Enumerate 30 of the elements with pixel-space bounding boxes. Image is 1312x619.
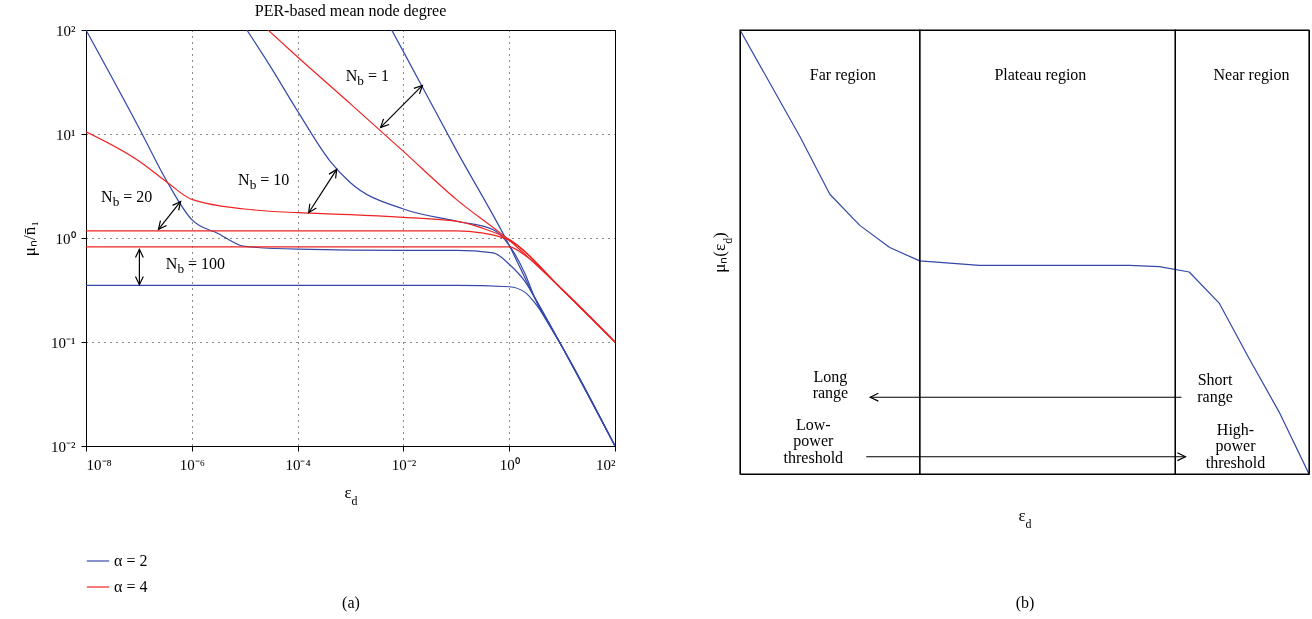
y-tick-label: 10⁰ xyxy=(55,230,76,247)
x-axis-title: ε$_{d}$ xyxy=(344,482,358,508)
y-axis-title: μₙ/n̄₁ xyxy=(20,220,39,257)
annotation: N$_{b}$ = 100 xyxy=(165,255,226,277)
text: (b) xyxy=(1015,593,1035,612)
y-tick-label: 10⁻¹ xyxy=(51,334,76,351)
annotation: Near region xyxy=(1213,65,1290,84)
x-tick-label: 10² xyxy=(596,456,616,473)
annotation: High-power threshold xyxy=(1205,420,1266,472)
annotation: N$_{b}$ = 10 xyxy=(238,170,290,192)
annotation: N$_{b}$ = 20 xyxy=(101,188,153,210)
y-tick-label: 10⁻² xyxy=(51,438,76,455)
chart-title: PER-based mean node degree xyxy=(254,2,447,20)
annotation: Plateau region xyxy=(994,65,1087,84)
annotation: Far region xyxy=(809,65,877,84)
legend-label: α = 4 xyxy=(114,578,148,595)
x-tick-label: 10⁻⁸ xyxy=(86,456,112,473)
annotation: Long range xyxy=(812,367,849,403)
y-tick-label: 10¹ xyxy=(56,126,76,143)
annotation: Short range xyxy=(1197,371,1233,407)
x-tick-label: 10⁰ xyxy=(499,456,520,473)
annotation: N$_{b}$ = 1 xyxy=(345,67,390,89)
y-tick-label: 10² xyxy=(56,22,76,39)
annotation: Low-power threshold xyxy=(783,415,844,467)
x-tick-label: 10⁻⁶ xyxy=(179,456,205,473)
text: (a) xyxy=(342,593,360,611)
legend-label: α = 2 xyxy=(114,552,148,569)
x-tick-label: 10⁻² xyxy=(391,456,417,473)
x-axis-title: ε$_{d}$ xyxy=(1018,505,1032,531)
x-tick-label: 10⁻⁴ xyxy=(285,456,311,473)
